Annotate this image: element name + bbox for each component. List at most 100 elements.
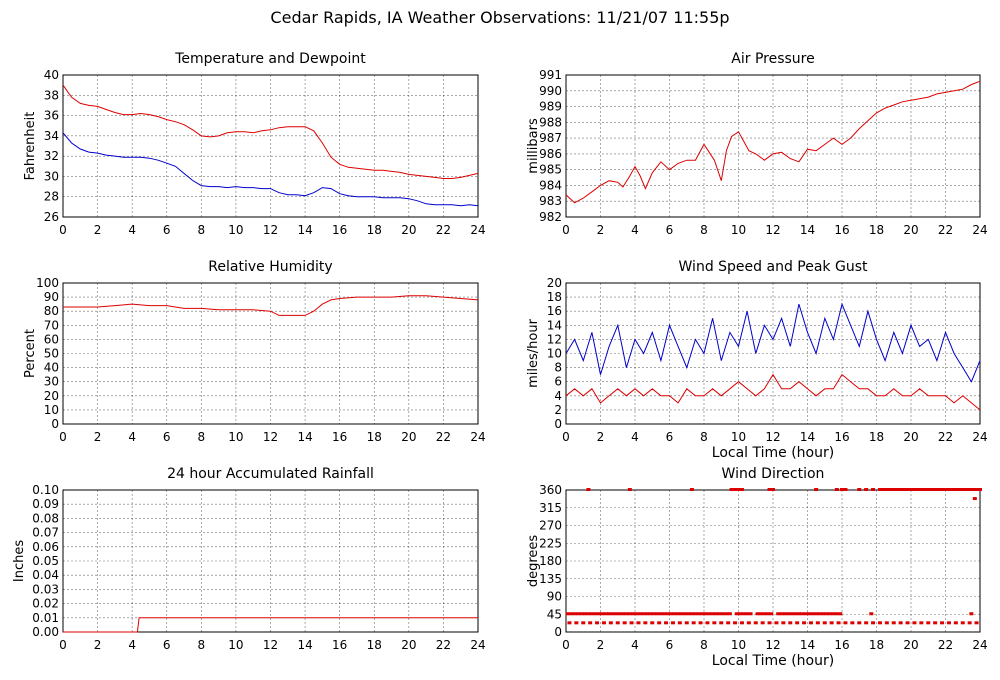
data-point [926, 621, 931, 625]
plot-frame [565, 74, 981, 218]
data-point [891, 621, 896, 625]
data-point [769, 612, 774, 616]
data-point [657, 621, 662, 625]
x-tick-label: 14 [800, 223, 815, 237]
data-point [589, 612, 594, 616]
data-point [717, 612, 722, 616]
x-tick-label: 0 [562, 223, 570, 237]
x-tick-label: 2 [597, 430, 605, 444]
data-point [727, 612, 732, 616]
y-tick-label: 225 [539, 536, 562, 550]
x-tick-label: 10 [228, 430, 243, 444]
x-tick-label: 2 [94, 638, 102, 652]
data-point [664, 621, 669, 625]
data-point [969, 612, 974, 616]
y-tick-label: 0.03 [32, 582, 59, 596]
data-point [946, 621, 951, 625]
y-axis-label: Inches [12, 540, 27, 582]
y-tick-label: 0.07 [32, 526, 59, 540]
data-point [919, 621, 924, 625]
x-tick-label: 22 [938, 638, 953, 652]
y-tick-label: 26 [44, 210, 59, 224]
data-point [902, 488, 907, 491]
data-point [643, 621, 648, 625]
data-point [871, 488, 876, 491]
x-tick-label: 20 [903, 430, 918, 444]
data-point [814, 612, 819, 616]
data-point [733, 488, 738, 491]
x-axis-label: Local Time (hour) [712, 653, 834, 669]
x-tick-label: 10 [228, 223, 243, 237]
y-tick-label: 982 [539, 210, 562, 224]
y-tick-label: 36 [44, 109, 59, 123]
data-point [607, 612, 612, 616]
data-point [665, 612, 670, 616]
data-point [719, 621, 724, 625]
y-tick-label: 0.05 [32, 554, 59, 568]
x-tick-label: 8 [198, 638, 206, 652]
data-point [762, 612, 767, 616]
x-tick-label: 22 [436, 223, 451, 237]
data-point [645, 612, 650, 616]
data-point [705, 621, 710, 625]
data-point [898, 488, 903, 491]
x-tick-label: 24 [470, 430, 485, 444]
data-point [696, 612, 701, 616]
data-point [915, 488, 920, 491]
panel-title: Air Pressure [731, 51, 814, 67]
data-point [807, 612, 812, 616]
plot-frame [62, 74, 479, 218]
data-point [634, 612, 639, 616]
x-tick-label: 2 [597, 638, 605, 652]
x-tick-label: 22 [938, 430, 953, 444]
y-tick-label: 2 [554, 403, 562, 417]
x-tick-label: 6 [666, 430, 674, 444]
x-tick-label: 14 [297, 430, 312, 444]
data-point [627, 612, 632, 616]
y-tick-label: 45 [547, 607, 562, 621]
data-point [967, 621, 972, 625]
y-tick-label: 6 [554, 375, 562, 389]
x-tick-label: 18 [869, 223, 884, 237]
x-tick-label: 10 [228, 638, 243, 652]
series-line-rh-0 [63, 295, 479, 316]
y-tick-label: 0 [51, 417, 59, 431]
data-point [946, 488, 951, 491]
x-axis-label: Local Time (hour) [712, 445, 834, 461]
x-tick-label: 16 [834, 638, 849, 652]
data-point [943, 488, 948, 491]
data-point [974, 488, 979, 491]
data-point [834, 612, 839, 616]
y-tick-label: 80 [44, 304, 59, 318]
data-point [800, 612, 805, 616]
data-point [600, 612, 605, 616]
data-point [636, 621, 641, 625]
data-point [638, 612, 643, 616]
data-point [572, 612, 577, 616]
y-tick-label: 40 [44, 68, 59, 82]
data-point [588, 621, 593, 625]
data-point [734, 612, 739, 616]
data-point [827, 612, 832, 616]
data-point [615, 621, 620, 625]
data-point [569, 612, 574, 616]
data-point [810, 612, 815, 616]
data-point [620, 612, 625, 616]
data-point [831, 612, 836, 616]
y-tick-label: 10 [547, 347, 562, 361]
data-point [767, 621, 772, 625]
data-point [582, 612, 587, 616]
data-point [655, 612, 660, 616]
x-tick-label: 12 [765, 430, 780, 444]
y-axis-label: Percent [23, 329, 38, 378]
data-point [796, 612, 801, 616]
data-point [707, 612, 712, 616]
data-point [884, 488, 889, 491]
data-point [895, 488, 900, 491]
data-point [741, 612, 746, 616]
panel-title: Wind Direction [722, 466, 825, 482]
data-point [662, 612, 667, 616]
data-point [614, 612, 619, 616]
y-tick-label: 180 [539, 554, 562, 568]
y-tick-label: 70 [44, 318, 59, 332]
